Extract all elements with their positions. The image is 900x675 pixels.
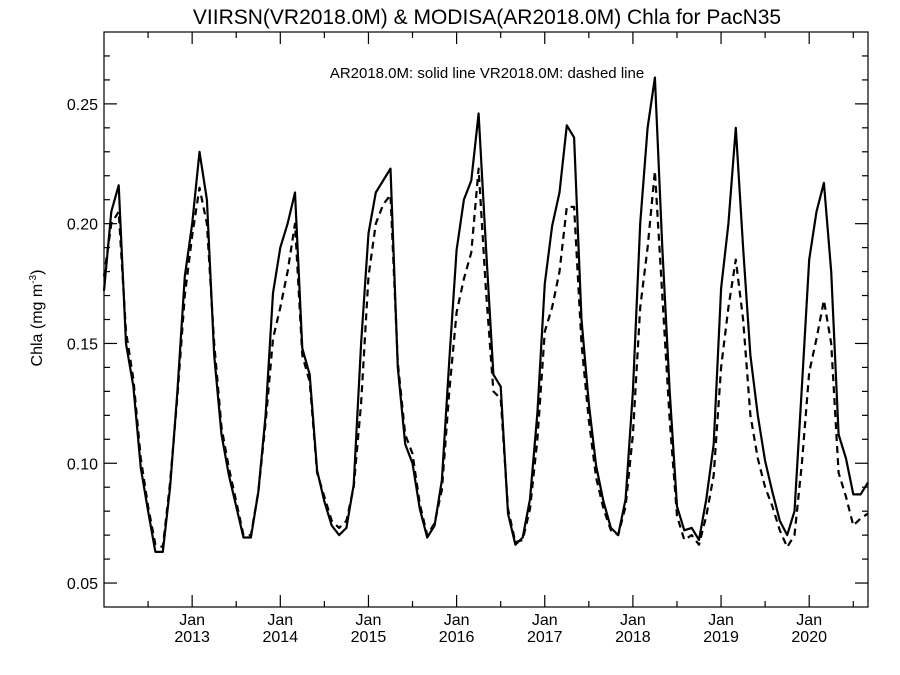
y-axis-label-close: ) bbox=[29, 270, 46, 275]
x-tick-month-label: Jan bbox=[267, 612, 293, 629]
x-tick-year-label: 2018 bbox=[615, 629, 651, 646]
x-tick-month-label: Jan bbox=[356, 612, 382, 629]
y-tick-label: 0.05 bbox=[67, 576, 98, 593]
x-tick-month-label: Jan bbox=[796, 612, 822, 629]
y-tick-label: 0.25 bbox=[67, 97, 98, 114]
vr2018-dashed-line bbox=[102, 167, 869, 549]
y-tick-label: 0.15 bbox=[67, 336, 98, 353]
x-tick-month-label: Jan bbox=[708, 612, 734, 629]
x-tick-year-label: 2016 bbox=[439, 629, 475, 646]
x-tick-year-label: 2019 bbox=[703, 629, 739, 646]
ar2018-solid-line bbox=[102, 76, 869, 553]
x-tick-year-label: 2013 bbox=[174, 629, 210, 646]
x-tick-month-label: Jan bbox=[532, 612, 558, 629]
x-tick-month-label: Jan bbox=[444, 612, 470, 629]
line-style-note: AR2018.0M: solid line VR2018.0M: dashed … bbox=[330, 65, 644, 82]
x-tick-year-label: 2015 bbox=[351, 629, 387, 646]
x-tick-year-label: 2017 bbox=[527, 629, 563, 646]
chart-title: VIIRSN(VR2018.0M) & MODISA(AR2018.0M) Ch… bbox=[193, 6, 781, 29]
x-tick-year-label: 2020 bbox=[791, 629, 827, 646]
axis-ticks: 0.050.100.150.200.25Jan2013Jan2014Jan201… bbox=[67, 32, 868, 646]
y-axis-label: Chla (mg m-3) bbox=[28, 270, 46, 367]
y-axis-label-superscript: -3 bbox=[28, 274, 39, 283]
x-tick-year-label: 2014 bbox=[263, 629, 299, 646]
x-tick-month-label: Jan bbox=[179, 612, 205, 629]
series-group bbox=[102, 76, 869, 553]
y-axis-label-main: Chla (mg m bbox=[29, 284, 46, 367]
plot-frame bbox=[103, 31, 869, 608]
x-tick-month-label: Jan bbox=[620, 612, 646, 629]
y-tick-label: 0.20 bbox=[67, 217, 98, 234]
y-tick-label: 0.10 bbox=[67, 456, 98, 473]
